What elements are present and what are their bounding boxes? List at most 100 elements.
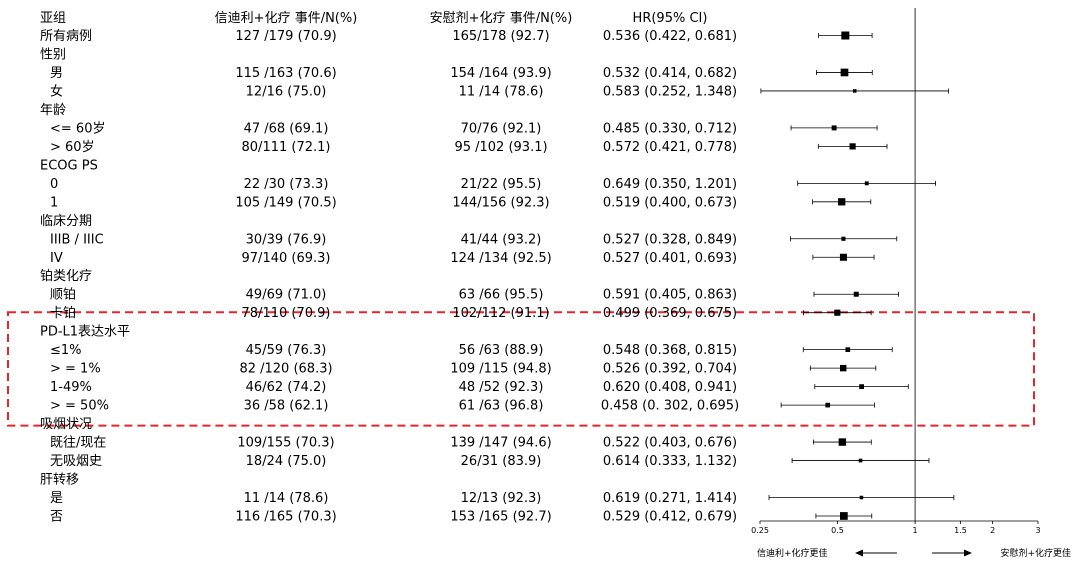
- arrow-right-icon: [964, 549, 972, 557]
- row-label: 男: [50, 66, 63, 81]
- hazard-ratio-point: [831, 125, 837, 131]
- arm-a-events: 18/24 (75.0): [246, 454, 327, 469]
- row-label: 是: [50, 491, 63, 506]
- hazard-ratio-text: 0.532 (0.414, 0.682): [603, 66, 737, 81]
- hazard-ratio-text: 0.485 (0.330, 0.712): [603, 121, 737, 136]
- arm-b-events: 11 /14 (78.6): [459, 84, 544, 99]
- row-label: 1-49%: [50, 380, 92, 395]
- highlight-box: [7, 311, 1035, 427]
- arm-b-events: 165/178 (92.7): [452, 29, 549, 44]
- row-label: 否: [50, 509, 63, 524]
- hazard-ratio-point: [841, 236, 846, 241]
- column-header-arm-a: 信迪利+化疗 事件/N(%): [215, 11, 358, 26]
- arm-a-events: 80/111 (72.1): [242, 140, 331, 155]
- arm-a-events: 116 /165 (70.3): [235, 509, 336, 524]
- arm-b-events: 61 /63 (96.8): [459, 399, 544, 414]
- subgroup-heading: 吸烟状况: [40, 417, 92, 432]
- arm-b-events: 70/76 (92.1): [461, 121, 542, 136]
- arm-a-events: 115 /163 (70.6): [235, 66, 336, 81]
- arm-b-events: 102/112 (91.1): [452, 306, 549, 321]
- hazard-ratio-point: [825, 402, 831, 408]
- arm-a-events: 36 /58 (62.1): [244, 399, 329, 414]
- subgroup-heading: ECOG PS: [40, 158, 98, 173]
- subgroup-heading: PD-L1表达水平: [40, 325, 130, 340]
- row-label: > = 1%: [50, 362, 101, 377]
- hazard-ratio-point: [839, 253, 847, 261]
- hazard-ratio-point: [838, 198, 846, 206]
- hazard-ratio-text: 0.529 (0.412, 0.679): [603, 509, 737, 524]
- row-label: 无吸烟史: [50, 454, 102, 469]
- hazard-ratio-text: 0.536 (0.422, 0.681): [603, 29, 737, 44]
- arm-a-events: 47 /68 (69.1): [244, 121, 329, 136]
- row-label: 顺铂: [50, 287, 76, 303]
- arm-b-events: 144/156 (92.3): [452, 195, 549, 210]
- x-axis-tick-label: 0.25: [751, 526, 769, 535]
- arm-a-events: 46/62 (74.2): [246, 380, 327, 395]
- hazard-ratio-text: 0.620 (0.408, 0.941): [603, 380, 737, 395]
- column-header-arm-b: 安慰剂+化疗 事件/N(%): [430, 11, 573, 26]
- hazard-ratio-point: [838, 438, 847, 446]
- hazard-ratio-point: [840, 364, 847, 372]
- row-label: IIIB / IIIC: [50, 232, 104, 247]
- x-axis-tick-label: 3: [1035, 526, 1040, 535]
- hazard-ratio-text: 0.548 (0.368, 0.815): [603, 343, 737, 358]
- hazard-ratio-point: [864, 181, 869, 186]
- hazard-ratio-point: [858, 458, 863, 463]
- hazard-ratio-point: [853, 291, 859, 297]
- arm-b-events: 48 /52 (92.3): [459, 380, 544, 395]
- hazard-ratio-point: [852, 89, 857, 93]
- arm-b-events: 154 /164 (93.9): [450, 66, 551, 81]
- arm-b-events: 56 /63 (88.9): [459, 343, 544, 358]
- arm-a-events: 12/16 (75.0): [246, 84, 327, 99]
- favors-right-label: 安慰剂+化疗更佳: [1000, 547, 1071, 559]
- arm-b-events: 41/44 (93.2): [461, 232, 542, 247]
- x-axis-tick-label: 1: [913, 526, 918, 535]
- hazard-ratio-text: 0.519 (0.400, 0.673): [603, 195, 737, 210]
- arm-b-events: 21/22 (95.5): [461, 177, 542, 192]
- arm-a-events: 97/140 (69.3): [242, 251, 331, 266]
- subgroup-heading: 性别: [40, 47, 66, 62]
- row-label: 所有病例: [40, 29, 92, 44]
- arm-b-events: 109 /115 (94.8): [450, 362, 551, 377]
- x-axis-tick-label: 2: [990, 526, 995, 535]
- arm-b-events: 153 /165 (92.7): [450, 509, 551, 524]
- row-label: 0: [50, 177, 58, 192]
- arm-a-events: 82 /120 (68.3): [239, 362, 332, 377]
- column-header-subgroup: 亚组: [40, 11, 66, 26]
- arm-a-events: 105 /149 (70.5): [235, 195, 336, 210]
- x-axis-tick-label: 1.5: [954, 526, 967, 535]
- arm-a-events: 78/110 (70.9): [242, 306, 331, 321]
- arm-b-events: 26/31 (83.9): [461, 454, 542, 469]
- row-label: 女: [50, 83, 63, 99]
- hazard-ratio-point: [859, 384, 864, 390]
- arm-b-events: 124 /134 (92.5): [450, 251, 551, 266]
- subgroup-heading: 临床分期: [40, 214, 92, 229]
- hazard-ratio-text: 0.583 (0.252, 1.348): [603, 84, 737, 99]
- hazard-ratio-point: [839, 512, 848, 520]
- arm-a-events: 49/69 (71.0): [246, 288, 327, 303]
- arm-b-events: 95 /102 (93.1): [454, 140, 547, 155]
- hazard-ratio-text: 0.649 (0.350, 1.201): [603, 177, 737, 192]
- arrow-left-icon: [855, 549, 863, 557]
- arm-b-events: 63 /66 (95.5): [459, 288, 544, 303]
- arm-b-events: 12/13 (92.3): [461, 491, 542, 506]
- subgroup-heading: 铂类化疗: [40, 268, 92, 284]
- hazard-ratio-point: [849, 143, 856, 150]
- hazard-ratio-text: 0.591 (0.405, 0.863): [603, 288, 737, 303]
- row-label: > = 50%: [50, 399, 109, 414]
- x-axis-tick-label: 0.5: [831, 526, 844, 535]
- arm-a-events: 45/59 (76.3): [246, 343, 327, 358]
- hazard-ratio-text: 0.526 (0.392, 0.704): [603, 362, 737, 377]
- hazard-ratio-text: 0.522 (0.403, 0.676): [603, 436, 737, 451]
- hazard-ratio-point: [834, 309, 841, 316]
- hazard-ratio-point: [840, 68, 849, 77]
- arm-a-events: 127 /179 (70.9): [235, 29, 336, 44]
- hazard-ratio-text: 0.614 (0.333, 1.132): [603, 454, 737, 469]
- subgroup-heading: 肝转移: [40, 473, 79, 488]
- hazard-ratio-text: 0.619 (0.271, 1.414): [603, 491, 737, 506]
- hazard-ratio-text: 0.527 (0.328, 0.849): [603, 232, 737, 247]
- row-label: 既往/现在: [50, 436, 106, 451]
- arm-a-events: 30/39 (76.9): [246, 232, 327, 247]
- column-header-hr: HR(95% CI): [633, 11, 708, 26]
